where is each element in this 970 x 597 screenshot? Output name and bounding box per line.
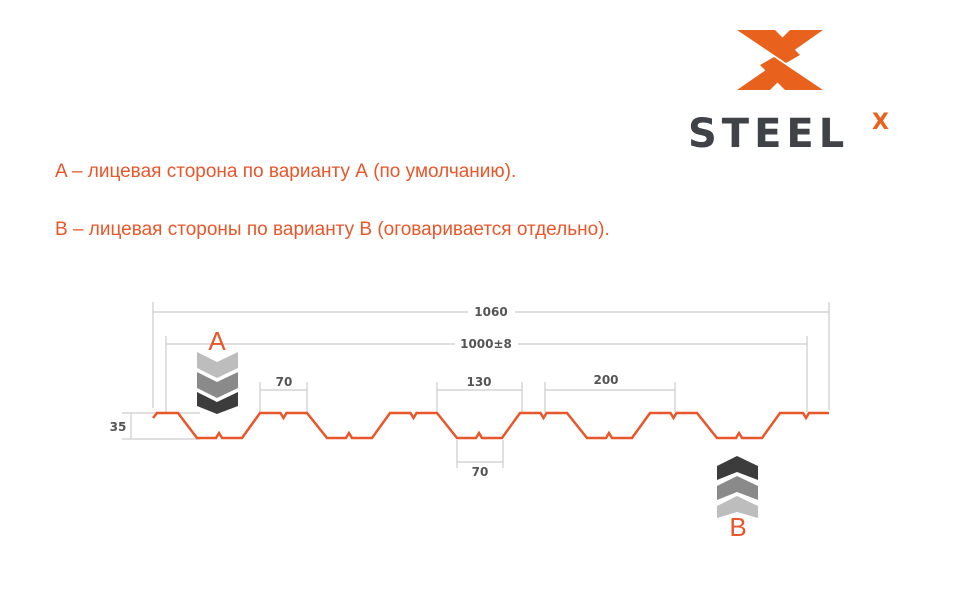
dim-total-width: 1060 — [474, 305, 507, 319]
dim-top-flat: 70 — [276, 375, 293, 389]
logo-text: STEEL — [688, 111, 849, 157]
side-a-label: A — [208, 326, 226, 356]
side-b-label: B — [729, 512, 746, 542]
steelx-logo: STEEL X — [688, 30, 889, 157]
side-a-arrows — [197, 352, 238, 414]
note-side-a: A – лицевая сторона по варианту А (по ум… — [55, 161, 517, 182]
dim-useful-width: 1000±8 — [460, 337, 512, 351]
side-b-arrows — [717, 456, 758, 518]
dim-bottom-gap: 130 — [466, 375, 491, 389]
logo-superscript: X — [872, 110, 889, 135]
sheet-profile — [152, 411, 829, 440]
dim-height: 35 — [110, 420, 127, 434]
dim-bottom-flat: 70 — [472, 465, 489, 479]
dimension-lines — [122, 302, 830, 468]
note-side-b: B – лицевая стороны по варианту В (огова… — [55, 219, 610, 240]
logo-x-mark — [737, 30, 823, 90]
dim-rib-gap: 200 — [593, 373, 618, 387]
